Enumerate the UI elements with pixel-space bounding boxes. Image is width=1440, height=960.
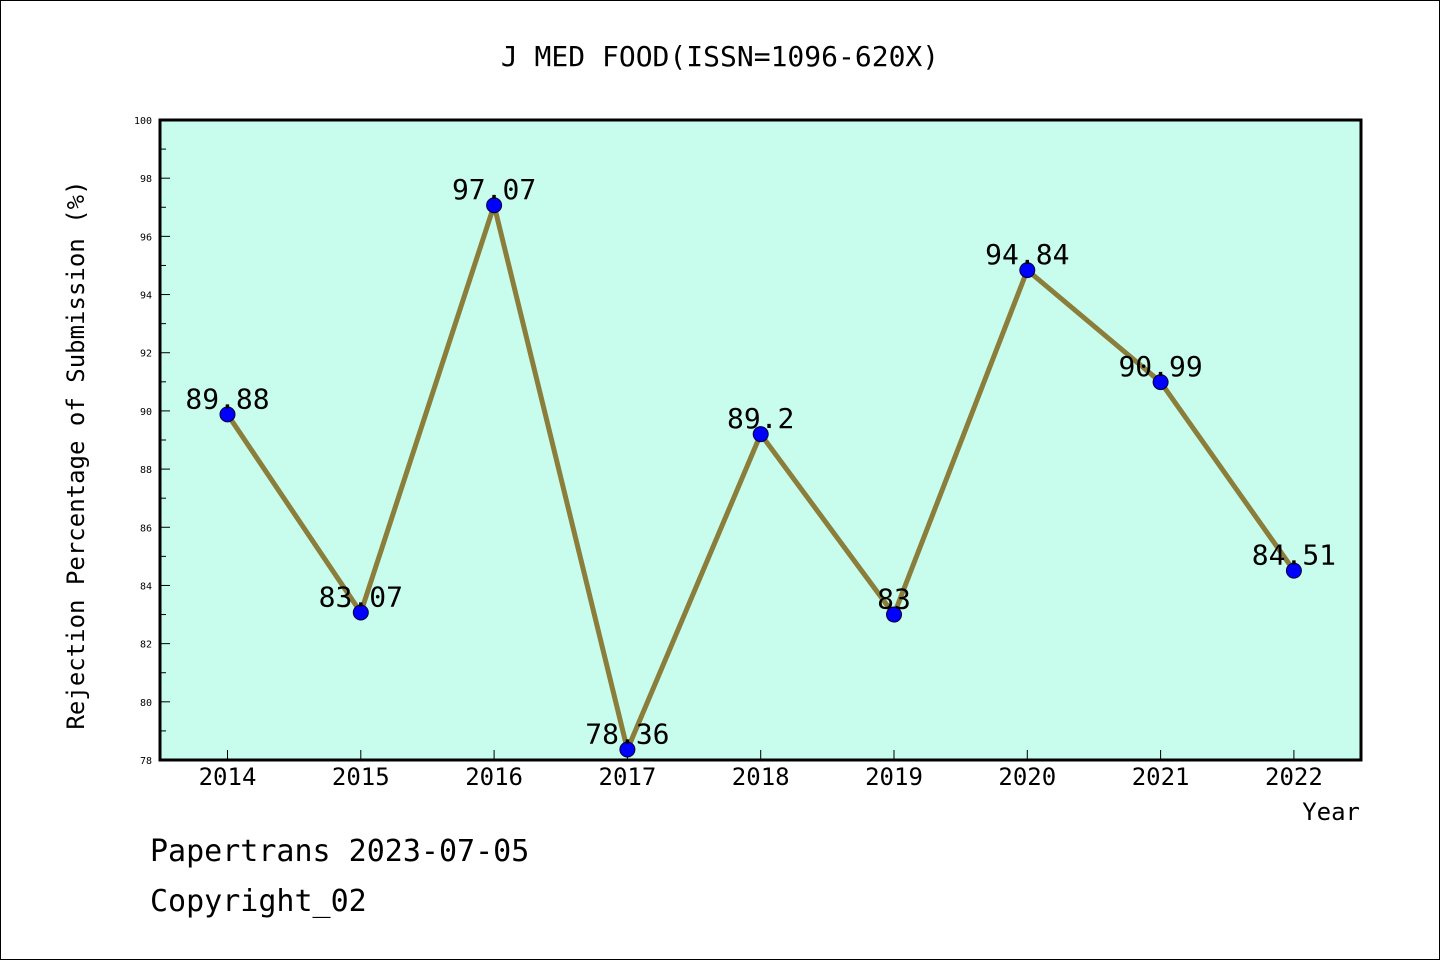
y-tick-label: 96 — [140, 232, 152, 243]
y-tick-label: 88 — [140, 465, 152, 476]
chart-title: J MED FOOD(ISSN=1096-620X) — [501, 40, 939, 73]
footer-publisher-date: Papertrans 2023-07-05 — [150, 834, 530, 869]
x-tick-label: 2018 — [732, 763, 790, 791]
y-tick-label: 78 — [140, 756, 152, 767]
data-point — [486, 197, 503, 214]
x-tick-label: 2019 — [865, 763, 923, 791]
y-tick-label: 94 — [140, 291, 152, 302]
data-point — [1285, 562, 1302, 579]
y-tick-label: 82 — [140, 640, 152, 651]
x-tick-label: 2021 — [1132, 763, 1190, 791]
data-point — [1019, 262, 1036, 279]
x-tick-label: 2016 — [465, 763, 523, 791]
data-point — [886, 606, 902, 623]
plot-border — [158, 118, 1363, 762]
data-label: 78.36 — [585, 718, 669, 751]
x-axis-label: Year — [1302, 798, 1360, 826]
data-label: 94.84 — [985, 238, 1069, 271]
data-label: 97.07 — [452, 173, 536, 206]
x-tick-label: 2015 — [332, 763, 390, 791]
x-tick-label: 2020 — [998, 763, 1056, 791]
data-point — [752, 426, 769, 443]
y-tick-label: 86 — [140, 523, 152, 534]
x-tick-label: 2022 — [1265, 763, 1323, 791]
y-tick-label: 80 — [140, 698, 152, 709]
data-point — [619, 741, 636, 758]
y-tick-label: 98 — [140, 174, 152, 185]
y-tick-label: 90 — [140, 407, 152, 418]
footer-copyright: Copyright_02 — [150, 884, 367, 919]
data-label: 83 — [877, 583, 911, 616]
x-tick-label: 2017 — [599, 763, 657, 791]
data-point — [352, 604, 369, 621]
y-tick-label: 92 — [140, 349, 152, 360]
data-label: 89.88 — [185, 382, 269, 415]
data-label: 83.07 — [319, 581, 403, 614]
data-point — [219, 406, 236, 423]
y-axis-label: Rejection Percentage of Submission (%) — [62, 180, 90, 729]
data-label: 84.51 — [1252, 539, 1336, 572]
data-label: 90.99 — [1118, 350, 1202, 383]
y-tick-label: 100 — [134, 116, 152, 127]
y-tick-label: 84 — [140, 581, 152, 592]
x-tick-label: 2014 — [199, 763, 257, 791]
data-label: 89.2 — [727, 402, 794, 435]
data-point — [1152, 374, 1169, 391]
